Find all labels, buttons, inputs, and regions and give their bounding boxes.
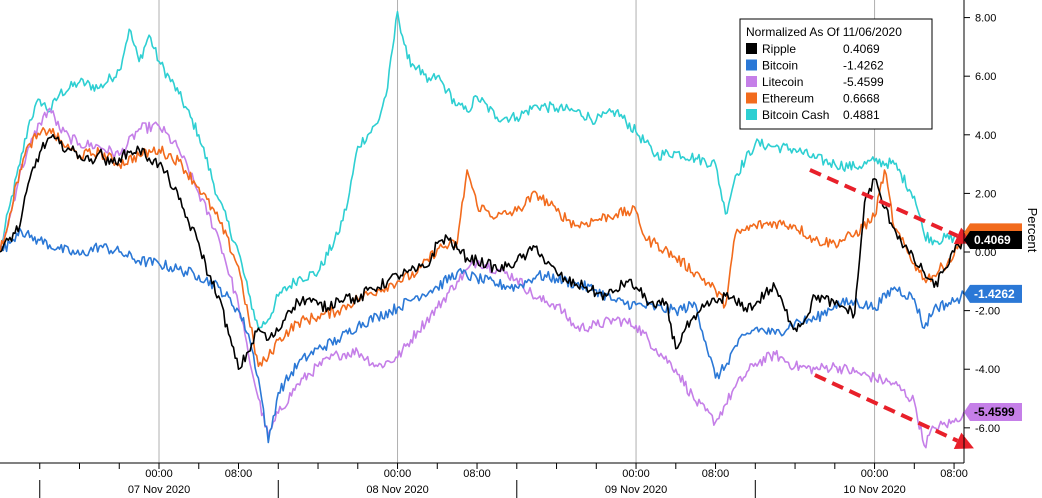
legend-series-value: 0.4881	[843, 108, 880, 122]
trend-arrow-shaft	[814, 373, 959, 443]
badge-bitcoin	[964, 284, 1022, 303]
x-tick-label: 00:00	[145, 468, 173, 480]
legend-entries: Ripple 0.4069 Bitcoin -1.4262 Litecoin -5.459…	[746, 42, 884, 122]
legend-swatch-bitcoin	[746, 59, 757, 71]
legend-series-name: Bitcoin	[762, 59, 798, 73]
y-tick-label: 2.00	[975, 188, 996, 200]
x-date-label: 10 Nov 2020	[843, 484, 905, 496]
x-tick-label: 00:00	[384, 468, 412, 480]
badge-litecoin	[964, 403, 1022, 422]
y-tick-label: -2.00	[975, 306, 1000, 318]
legend-swatch-litecoin	[746, 76, 757, 87]
badge-ripple	[964, 230, 1022, 249]
trend-arrow-shaft	[809, 168, 959, 238]
x-tick-label: 00:00	[622, 468, 650, 480]
legend-swatch-ripple	[746, 43, 757, 54]
legend-series-name: Litecoin	[762, 75, 803, 89]
y-tick-label: 6.00	[975, 71, 996, 83]
legend-series-value: 0.6668	[843, 92, 880, 106]
legend-swatch-ethereum	[746, 92, 757, 104]
series-line-ethereum	[0, 127, 965, 368]
series-line-ripple	[0, 133, 965, 370]
x-date-label: 08 Nov 2020	[366, 484, 428, 496]
y-tick-label: 4.00	[975, 130, 996, 142]
x-tick-label: 08:00	[463, 468, 491, 480]
y-tick-label: -6.00	[975, 423, 1000, 435]
x-date-label: 07 Nov 2020	[128, 484, 190, 496]
series-line-bitcoin-cash	[0, 10, 965, 329]
y-tick-label: -4.00	[975, 364, 1000, 376]
badge-label-ripple: 0.4069	[974, 233, 1011, 247]
x-tick-label: 08:00	[225, 468, 253, 480]
x-axis-ticks: 00:00 08:00 00:00 08:00 00:00 08:00 00:00 08:00…	[39, 463, 968, 498]
y-axis-label: Percent	[1025, 208, 1040, 253]
x-tick-label: 00:00	[861, 468, 889, 480]
series-lines	[0, 10, 965, 449]
legend-series-name: Bitcoin Cash	[762, 108, 829, 122]
badge-label-bitcoin: -1.4262	[974, 287, 1015, 301]
legend-series-value: -1.4262	[843, 59, 884, 73]
y-tick-label: 0.00	[975, 247, 996, 259]
legend-series-name: Ethereum	[762, 92, 814, 106]
legend-title: Normalized As Of 11/06/2020	[746, 25, 902, 39]
legend-swatch-bitcoin-cash	[746, 109, 757, 120]
y-axis-ticks: 8.00 6.00 4.00 2.00 0.00 -2.00 -4.00 -6.00	[964, 13, 1000, 435]
x-tick-label: 08:00	[702, 468, 730, 480]
legend: Normalized As Of 11/06/2020 Ripple 0.4069…	[739, 18, 933, 130]
y-tick-label: 8.00	[975, 13, 996, 25]
badge-label-litecoin: -5.4599	[974, 405, 1015, 419]
legend-series-value: -5.4599	[843, 75, 884, 89]
x-tick-label: 08:00	[940, 468, 968, 480]
last-value-badges: 0.4069 -1.4262 -5.4599	[964, 223, 1022, 422]
x-date-label: 09 Nov 2020	[605, 484, 667, 496]
legend-series-value: 0.4069	[843, 42, 880, 56]
series-line-litecoin	[0, 107, 965, 449]
legend-series-name: Ripple	[762, 42, 796, 56]
legend-box	[739, 18, 933, 130]
